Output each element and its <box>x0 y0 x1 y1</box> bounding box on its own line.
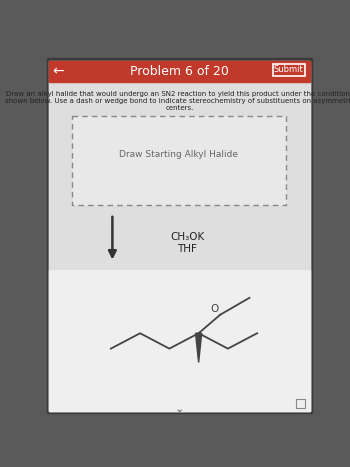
Bar <box>49 270 309 411</box>
Text: centers.: centers. <box>165 105 194 111</box>
Bar <box>49 61 309 82</box>
Text: Draw Starting Alkyl Halide: Draw Starting Alkyl Halide <box>119 150 238 159</box>
Bar <box>72 116 286 205</box>
Text: O: O <box>210 304 219 314</box>
Bar <box>273 64 305 76</box>
Text: shown below. Use a dash or wedge bond to indicate stereochemistry of substituent: shown below. Use a dash or wedge bond to… <box>5 98 350 104</box>
Bar <box>296 399 305 408</box>
Text: Draw an alkyl halide that would undergo an SN2 reaction to yield this product un: Draw an alkyl halide that would undergo … <box>6 91 350 97</box>
Text: Problem 6 of 20: Problem 6 of 20 <box>130 65 229 78</box>
Text: CH₃OK: CH₃OK <box>170 232 204 242</box>
Text: Submit: Submit <box>274 65 303 74</box>
Text: ⌄: ⌄ <box>175 403 184 414</box>
Text: ←: ← <box>52 64 64 78</box>
Polygon shape <box>196 333 202 362</box>
Text: THF: THF <box>177 243 197 254</box>
